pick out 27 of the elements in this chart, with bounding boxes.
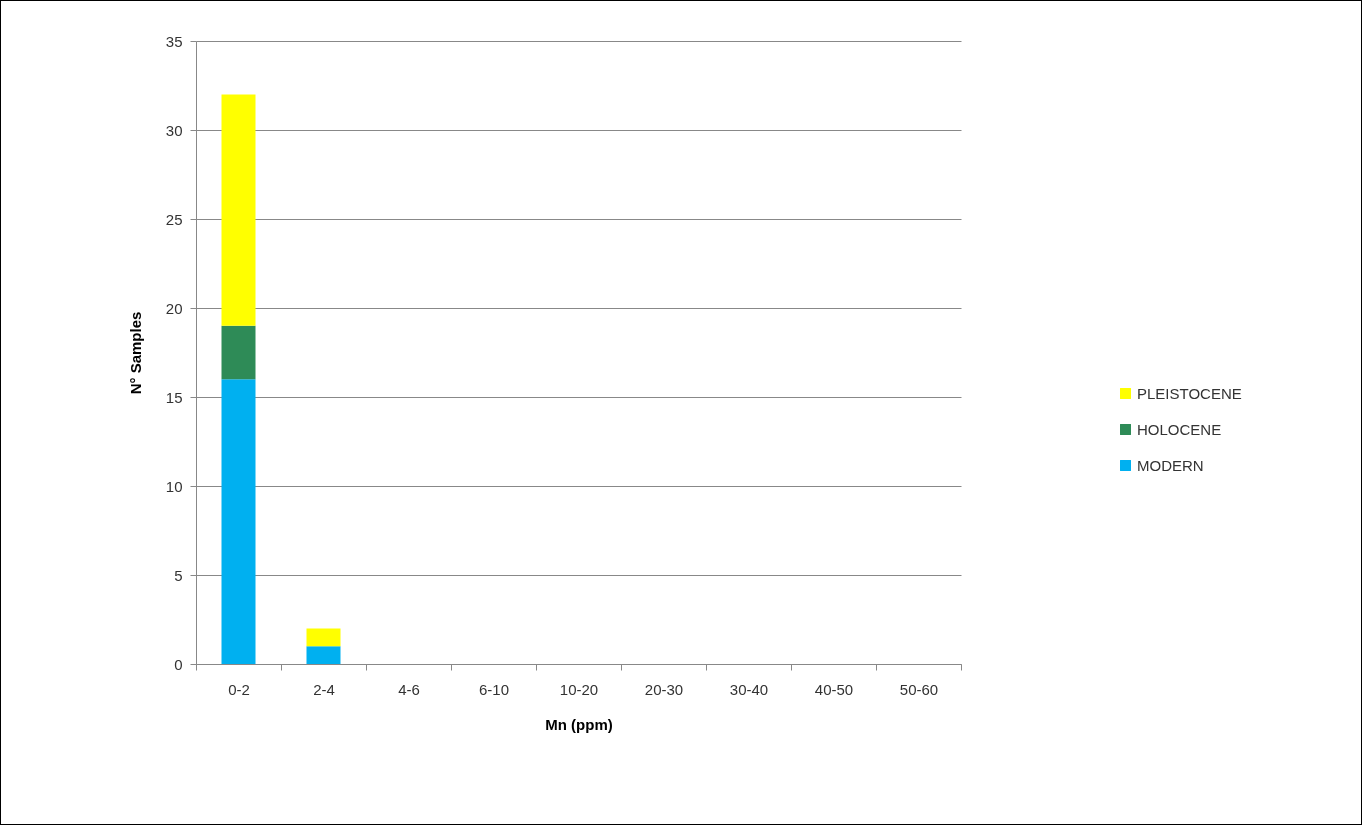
y-tick-label: 25 [165,210,183,228]
x-tick-label: 40-50 [814,680,854,698]
bar [221,94,256,326]
y-tick-label: 15 [165,388,183,406]
y-tick-label: 35 [165,32,183,50]
x-tick-label: 4-6 [398,680,420,698]
y-tick-label: 30 [165,121,183,139]
x-tick-label: 20-30 [644,680,684,698]
bar [221,325,256,380]
y-tick-label: 5 [174,566,183,584]
bar [306,628,341,647]
x-tick-label: 10-20 [559,680,599,698]
y-tick-label: 0 [174,655,183,673]
x-tick-label: 2-4 [313,680,335,698]
x-tick-label: 30-40 [729,680,769,698]
x-tick-label: 50-60 [899,680,939,698]
legend-label: MODERN [1137,456,1204,474]
legend-label: HOLOCENE [1137,420,1222,438]
legend-label: PLEISTOCENE [1137,384,1242,402]
bar [306,646,341,664]
y-tick-label: 10 [165,477,183,495]
x-axis-title: Mn (ppm) [545,715,613,733]
y-tick-label: 20 [165,299,183,317]
x-tick-label: 6-10 [478,680,510,698]
x-tick-label: 0-2 [228,680,250,698]
bar [221,379,256,664]
y-axis-title: N° Samples [126,311,144,395]
